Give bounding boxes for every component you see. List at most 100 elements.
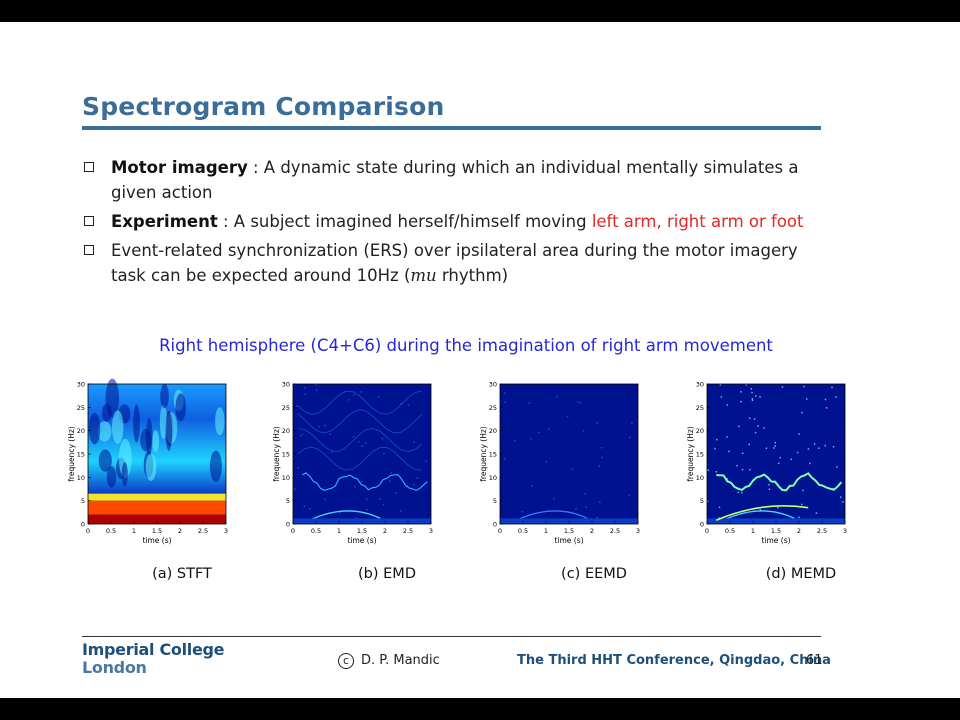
x-tick-label: 0 [705, 527, 709, 535]
x-tick-label: 1 [132, 527, 136, 535]
bullet-text: Event-related synchronization (ERS) over… [111, 241, 798, 285]
bullet-term: Motor imagery [111, 158, 248, 177]
noise-speck [726, 404, 729, 406]
mu-symbol: mu [410, 266, 437, 285]
heatmap-blob [175, 393, 186, 422]
y-tick-label: 0 [286, 521, 290, 529]
noise-speck [407, 404, 410, 406]
x-tick-label: 0.5 [725, 527, 735, 535]
noise-speck [324, 498, 326, 501]
noise-speck [381, 438, 384, 440]
y-axis-label: frequency (Hz) [272, 426, 281, 482]
slide-title: Spectrogram Comparison [82, 92, 445, 121]
noise-speck [531, 485, 534, 487]
y-tick-label: 15 [489, 451, 497, 459]
y-tick-label: 5 [493, 497, 497, 505]
noise-speck [715, 471, 718, 473]
y-axis-label: frequency (Hz) [67, 426, 76, 482]
noise-speck [824, 398, 827, 401]
y-tick-label: 20 [282, 427, 290, 435]
noise-speck [324, 424, 326, 427]
footer-rule [82, 636, 821, 637]
noise-speck [751, 399, 754, 402]
noise-speck [763, 427, 765, 429]
noise-speck [528, 402, 531, 404]
spectrogram-plot: 0 5 10 15 20 25 30 0 0.5 1 1.5 2 2.5 3 time (s) frequen… [272, 381, 433, 546]
noise-speck [577, 401, 579, 403]
noise-speck [720, 396, 723, 398]
noise-speck [716, 438, 718, 441]
x-tick-label: 1.5 [771, 527, 781, 535]
noise-speck [566, 415, 569, 418]
noise-speck [364, 442, 367, 444]
noise-speck [300, 434, 302, 437]
noise-speck [352, 436, 355, 438]
imperial-college-logo: Imperial College London [82, 641, 225, 677]
noise-speck [521, 510, 524, 513]
noise-speck [585, 506, 587, 508]
noise-speck [831, 386, 833, 389]
noise-speck [503, 392, 506, 394]
heatmap-blob [111, 410, 124, 444]
noise-speck [818, 447, 820, 449]
noise-speck [628, 436, 631, 439]
copyright-icon: c [338, 653, 354, 669]
noise-speck [759, 509, 762, 511]
y-tick-label: 0 [700, 521, 704, 529]
slide: Spectrogram Comparison Motor imagery : A… [0, 22, 960, 698]
noise-speck [556, 395, 558, 398]
noise-speck [329, 433, 331, 436]
heatmap-blob [133, 404, 140, 443]
y-tick-label: 5 [700, 497, 704, 505]
heatmap-blob [160, 383, 169, 409]
noise-speck [765, 447, 768, 450]
spectrogram-panel: 0 5 10 15 20 25 30 0 0.5 1 1.5 2 2.5 3 time (s) frequen… [685, 378, 865, 583]
heatmap-band [88, 514, 226, 524]
spectrogram-panel: 0 5 10 15 20 25 30 0 0.5 1 1.5 2 2.5 3 time (s) frequen… [271, 378, 451, 583]
noise-speck [754, 395, 757, 397]
noise-speck [754, 431, 757, 434]
noise-speck [781, 386, 784, 388]
noise-speck [389, 480, 391, 482]
noise-speck [514, 439, 516, 442]
x-tick-label: 3 [224, 527, 228, 535]
x-tick-label: 2.5 [403, 527, 413, 535]
noise-speck [303, 505, 305, 508]
noise-speck [309, 508, 311, 510]
noise-speck [360, 480, 363, 483]
y-tick-label: 30 [696, 381, 704, 389]
bullet-box-icon [84, 216, 94, 226]
heatmap-blob [152, 430, 160, 453]
ridge-line [715, 505, 809, 522]
x-tick-label: 1 [337, 527, 341, 535]
noise-speck [741, 491, 743, 494]
noise-speck [395, 491, 397, 494]
noise-speck [390, 472, 393, 474]
ridge-line [297, 409, 423, 434]
noise-speck [806, 398, 808, 400]
noise-speck [530, 437, 532, 440]
bullet-experiment: Experiment : A subject imagined herself/… [84, 209, 824, 234]
noise-speck [779, 456, 781, 459]
y-tick-label: 10 [282, 474, 290, 482]
heatmap-blob [165, 411, 173, 451]
noise-speck [836, 466, 838, 468]
y-tick-label: 15 [696, 451, 704, 459]
heatmap-blob [97, 421, 112, 442]
panel-caption: (a) STFT [152, 566, 212, 582]
noise-speck [599, 501, 601, 503]
noise-speck [745, 384, 748, 386]
noise-speck [579, 402, 582, 404]
heatmap-blob [101, 403, 112, 422]
x-tick-label: 0 [291, 527, 295, 535]
noise-speck [553, 498, 555, 500]
noise-speck [425, 460, 427, 463]
ridge-line [725, 510, 795, 520]
x-tick-label: 1 [751, 527, 755, 535]
x-tick-label: 1.5 [152, 527, 162, 535]
noise-speck [301, 433, 304, 435]
noise-speck [294, 488, 296, 490]
y-tick-label: 10 [489, 474, 497, 482]
bullet-text: rhythm) [436, 266, 509, 285]
noise-speck [738, 425, 740, 428]
